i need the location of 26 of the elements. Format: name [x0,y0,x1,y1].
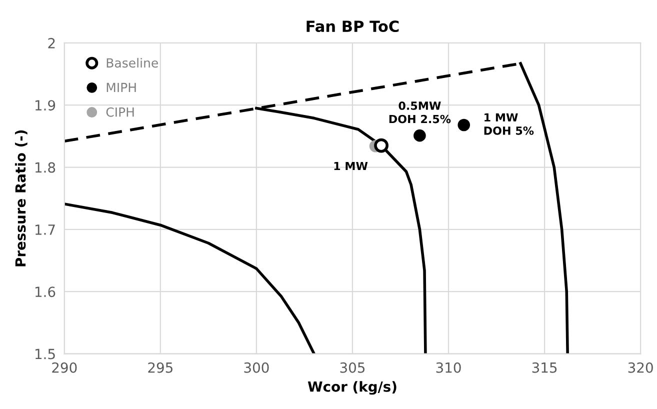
legend-label: CIPH [106,107,134,117]
x-tick-label: 290 [52,362,77,373]
point [458,118,470,132]
chart-title: Fan BP ToC [306,20,399,32]
y-tick-label: 2 [48,38,55,48]
x-tick-label: 300 [244,362,269,373]
legend-label: Baseline [106,58,158,68]
x-tick-label: 305 [340,362,365,373]
point [374,138,388,153]
y-tick-label: 1.9 [35,100,56,111]
x-tick-label: 295 [148,362,172,373]
point [414,129,426,142]
annotation: 1 MW DOH 5% [484,113,534,135]
line-series [64,202,316,354]
legend-label: MIPH [106,82,136,92]
x-tick-label: 310 [436,362,461,373]
y-tick-label: 1.6 [35,286,56,298]
annotation: 1 MW [334,162,368,170]
x-tick-label: 320 [628,362,653,373]
annotation: 0.5MW DOH 2.5% [389,102,451,124]
x-tick-label: 315 [532,362,557,373]
y-tick-label: 1.8 [35,162,56,173]
y-tick-label: 1.7 [35,224,55,235]
x-axis-title: Wcor (kg/s) [308,381,396,395]
y-tick-label: 1.5 [35,348,55,360]
y-axis-title: Pressure Ratio (-) [14,130,28,266]
